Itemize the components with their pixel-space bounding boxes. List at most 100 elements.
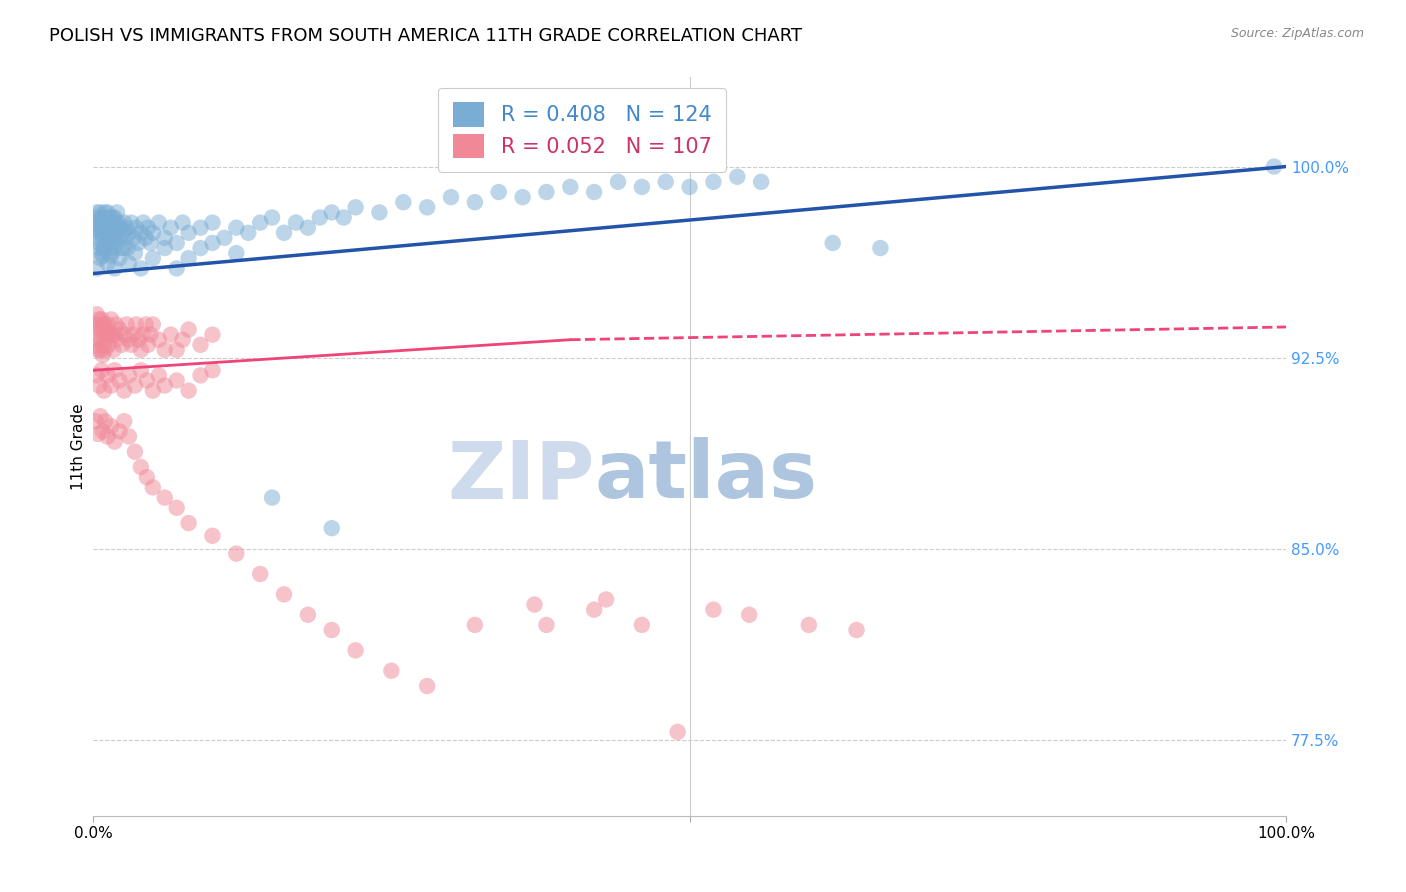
Poles (111, 241, 134, 255)
Poles (96, 205, 118, 219)
Immigrants from South America (344, 643, 367, 657)
Immigrants from South America (90, 312, 112, 326)
Poles (120, 216, 142, 230)
Immigrants from South America (100, 312, 122, 326)
Immigrants from South America (89, 322, 111, 336)
Immigrants from South America (89, 333, 111, 347)
Poles (201, 216, 224, 230)
Immigrants from South America (148, 368, 170, 383)
Poles (94, 241, 117, 255)
Immigrants from South America (153, 491, 176, 505)
Immigrants from South America (91, 322, 114, 336)
Immigrants from South America (124, 444, 146, 458)
Immigrants from South America (166, 500, 188, 515)
Immigrants from South America (177, 516, 200, 530)
Immigrants from South America (166, 343, 188, 357)
Poles (190, 220, 212, 235)
Poles (148, 216, 170, 230)
Immigrants from South America (112, 414, 135, 428)
Immigrants from South America (845, 623, 868, 637)
Poles (344, 200, 367, 214)
Immigrants from South America (225, 547, 247, 561)
Poles (869, 241, 891, 255)
Immigrants from South America (104, 363, 127, 377)
Immigrants from South America (297, 607, 319, 622)
Poles (96, 256, 118, 270)
Poles (114, 231, 136, 245)
Poles (118, 226, 141, 240)
Immigrants from South America (201, 327, 224, 342)
Immigrants from South America (91, 348, 114, 362)
Poles (725, 169, 748, 184)
Poles (201, 235, 224, 250)
Poles (678, 180, 700, 194)
Poles (464, 195, 486, 210)
Immigrants from South America (142, 384, 165, 398)
Poles (86, 261, 108, 276)
Poles (321, 205, 343, 219)
Poles (101, 231, 124, 245)
Immigrants from South America (86, 307, 108, 321)
Immigrants from South America (86, 338, 108, 352)
Poles (177, 252, 200, 266)
Poles (142, 226, 165, 240)
Immigrants from South America (105, 333, 128, 347)
Immigrants from South America (104, 327, 127, 342)
Immigrants from South America (416, 679, 439, 693)
Immigrants from South America (129, 363, 152, 377)
Text: atlas: atlas (595, 437, 817, 516)
Poles (86, 223, 108, 237)
Poles (105, 205, 128, 219)
Poles (136, 220, 159, 235)
Poles (172, 216, 194, 230)
Poles (91, 249, 114, 263)
Poles (89, 241, 111, 255)
Immigrants from South America (93, 338, 115, 352)
Immigrants from South America (666, 724, 689, 739)
Poles (87, 211, 110, 225)
Immigrants from South America (201, 529, 224, 543)
Poles (821, 235, 844, 250)
Poles (488, 185, 510, 199)
Poles (86, 205, 108, 219)
Poles (1263, 160, 1285, 174)
Immigrants from South America (135, 470, 157, 484)
Immigrants from South America (115, 318, 138, 332)
Immigrants from South America (87, 426, 110, 441)
Immigrants from South America (112, 327, 135, 342)
Immigrants from South America (103, 343, 125, 357)
Poles (142, 252, 165, 266)
Poles (124, 246, 146, 260)
Immigrants from South America (108, 322, 131, 336)
Immigrants from South America (536, 618, 558, 632)
Text: POLISH VS IMMIGRANTS FROM SOUTH AMERICA 11TH GRADE CORRELATION CHART: POLISH VS IMMIGRANTS FROM SOUTH AMERICA … (49, 27, 803, 45)
Immigrants from South America (111, 338, 134, 352)
Poles (91, 231, 114, 245)
Immigrants from South America (93, 384, 115, 398)
Immigrants from South America (139, 327, 162, 342)
Immigrants from South America (89, 409, 111, 423)
Immigrants from South America (129, 343, 152, 357)
Immigrants from South America (90, 333, 112, 347)
Poles (368, 205, 391, 219)
Immigrants from South America (142, 318, 165, 332)
Poles (100, 216, 122, 230)
Immigrants from South America (172, 333, 194, 347)
Poles (238, 226, 260, 240)
Immigrants from South America (321, 623, 343, 637)
Immigrants from South America (84, 414, 107, 428)
Immigrants from South America (108, 374, 131, 388)
Poles (103, 241, 125, 255)
Immigrants from South America (132, 327, 155, 342)
Poles (84, 216, 107, 230)
Poles (108, 231, 131, 245)
Poles (89, 216, 111, 230)
Immigrants from South America (118, 429, 141, 443)
Immigrants from South America (201, 363, 224, 377)
Poles (91, 216, 114, 230)
Poles (631, 180, 654, 194)
Poles (104, 261, 127, 276)
Immigrants from South America (97, 338, 120, 352)
Immigrants from South America (159, 327, 181, 342)
Poles (416, 200, 439, 214)
